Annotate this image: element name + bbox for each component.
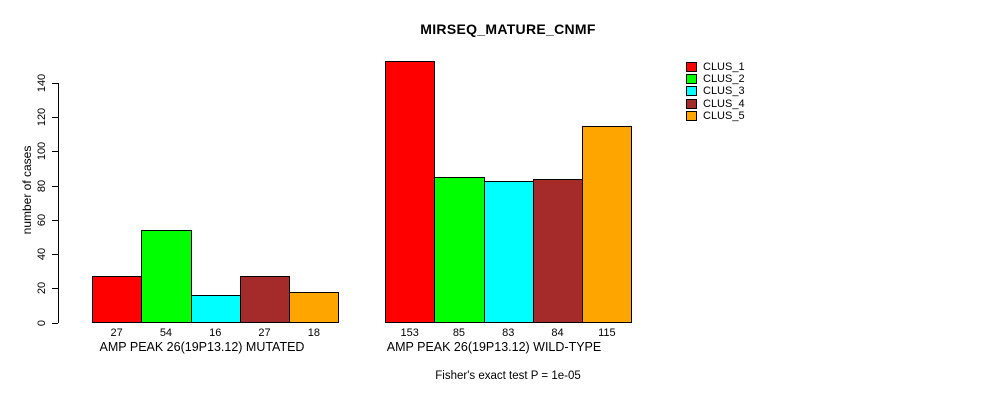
legend: CLUS_1 CLUS_2 CLUS_3 CLUS_4 CLUS_5	[686, 61, 745, 122]
bar-clus_2-group2	[434, 177, 485, 324]
y-tick-label: 20	[36, 282, 48, 295]
y-axis-title: number of cases	[20, 145, 34, 235]
legend-swatch-icon	[686, 98, 697, 109]
y-tick-mark	[52, 83, 58, 84]
y-tick-label: 100	[36, 142, 48, 161]
bar-clus_3-group1	[190, 295, 241, 324]
bar-clus_4-group1	[239, 276, 291, 324]
bar-value-label: 27	[110, 327, 123, 339]
legend-label: CLUS_1	[703, 61, 745, 74]
legend-swatch-icon	[686, 62, 697, 73]
bar-value-label: 85	[452, 327, 466, 339]
bar-value-label: 153	[400, 327, 419, 339]
bar-clus_5-group1	[289, 291, 340, 324]
y-tick-label: 120	[36, 108, 48, 127]
bar-clus_3-group2	[483, 180, 534, 324]
footer-caption: Fisher's exact test P = 1e-05	[435, 370, 581, 382]
chart-title: MIRSEQ_MATURE_CNMF	[420, 21, 596, 37]
y-tick-mark	[52, 322, 58, 324]
x-group-label-wildtype: AMP PEAK 26(19P13.12) WILD-TYPE	[386, 340, 602, 354]
bar-value-label: 115	[598, 327, 616, 339]
bar-value-label: 18	[307, 327, 320, 339]
bar-clus_2-group1	[141, 230, 192, 324]
bar-value-label: 27	[258, 327, 271, 339]
legend-swatch-icon	[686, 74, 697, 85]
y-tick-mark	[52, 288, 58, 290]
bar-value-label: 16	[209, 327, 222, 339]
y-tick-mark	[52, 185, 58, 187]
bar-value-label: 54	[159, 327, 173, 339]
bar-value-label: 84	[551, 327, 564, 339]
y-tick-mark	[52, 254, 58, 256]
y-tick-label: 0	[36, 319, 48, 326]
x-group-label-mutated: AMP PEAK 26(19P13.12) MUTATED	[99, 340, 305, 354]
y-tick-label: 60	[36, 213, 48, 226]
bar-clus_4-group2	[532, 178, 584, 324]
legend-label: CLUS_3	[703, 85, 745, 98]
legend-label: CLUS_5	[703, 109, 745, 122]
bar-value-label: 83	[502, 327, 515, 339]
legend-item-clus_3: CLUS_3	[686, 85, 745, 97]
legend-swatch-icon	[686, 86, 697, 97]
legend-item-clus_4: CLUS_4	[686, 98, 745, 110]
y-axis-line	[58, 83, 59, 323]
y-tick-label: 40	[36, 247, 48, 261]
bar-clus_1-group2	[385, 60, 436, 324]
bar-clus_5-group2	[582, 125, 633, 324]
legend-label: CLUS_2	[703, 73, 745, 86]
legend-item-clus_1: CLUS_1	[686, 61, 745, 73]
y-tick-mark	[52, 219, 58, 221]
y-tick-label: 80	[36, 179, 48, 192]
legend-swatch-icon	[686, 110, 697, 121]
y-tick-mark	[52, 151, 58, 153]
legend-item-clus_5: CLUS_5	[686, 110, 745, 122]
y-tick-label: 140	[36, 73, 48, 93]
legend-label: CLUS_4	[703, 97, 745, 110]
bar-clus_1-group1	[92, 276, 143, 324]
legend-item-clus_2: CLUS_2	[686, 73, 745, 85]
y-tick-mark	[52, 117, 58, 119]
